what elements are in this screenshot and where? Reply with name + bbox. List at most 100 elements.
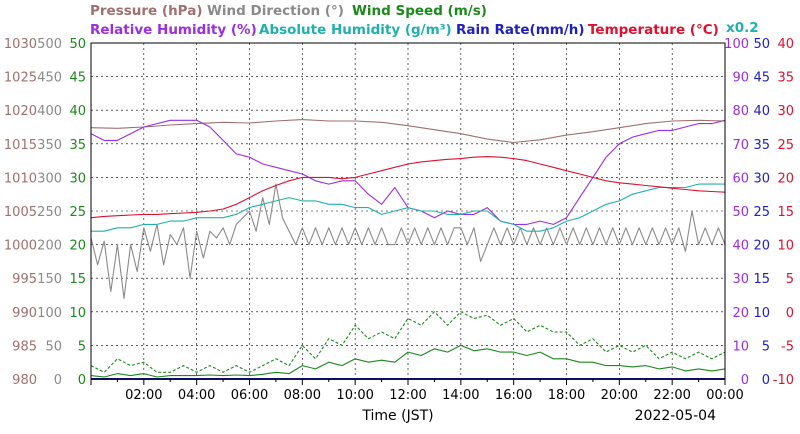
y-tick-label-temperature: 40: [777, 37, 794, 52]
y-tick-label-temperature: 30: [777, 104, 794, 119]
legend-wind-direction: Wind Direction (°): [207, 3, 344, 19]
y-tick-label-rain_rate: 40: [753, 104, 770, 119]
y-tick-label-wind_direction: 250: [37, 205, 62, 220]
legend-bottom: Relative Humidity (%) Absolute Humidity …: [90, 20, 759, 38]
y-tick-label-rain_rate: 50: [753, 37, 770, 52]
legend-relative-humidity: Relative Humidity (%): [90, 22, 257, 38]
y-tick-label-humidity: 70: [732, 138, 749, 153]
y-tick-label-rain_rate: 0: [762, 373, 770, 388]
y-tick-label-temperature: -10: [773, 373, 794, 388]
y-tick-label-wind_speed: 35: [69, 138, 86, 153]
y-tick-label-pressure: 1010: [4, 171, 37, 186]
y-tick-label-pressure: 1020: [4, 104, 37, 119]
y-tick-label-temperature: -5: [781, 339, 794, 354]
x-axis: 02:00 04:00 06:00 08:00 10:00 12:00 14:00 16:00…: [90, 379, 744, 403]
y-tick-label-wind_speed: 50: [69, 37, 86, 52]
x-tick-label: 16:00: [495, 388, 532, 403]
y-tick-label-wind_direction: 450: [37, 71, 62, 86]
x-tick-label: 20:00: [601, 388, 638, 403]
y-tick-label-wind_speed: 30: [69, 171, 86, 186]
y-tick-label-wind_direction: 300: [37, 171, 62, 186]
y-tick-label-temperature: 0: [786, 306, 794, 321]
x-tick-label: 00:00: [706, 388, 743, 403]
legend-absolute-humidity: Absolute Humidity (g/m³): [259, 22, 452, 38]
y-tick-label-rain_rate: 20: [753, 239, 770, 254]
grid: [91, 43, 725, 379]
y-tick-label-pressure: 1030: [4, 37, 37, 52]
y-tick-label-wind_speed: 10: [69, 306, 86, 321]
legend-pressure: Pressure (hPa): [90, 3, 203, 19]
y-tick-label-wind_speed: 25: [69, 205, 86, 220]
y-tick-label-wind_speed: 0: [78, 373, 86, 388]
y-tick-label-humidity: 20: [732, 306, 749, 321]
series-line-temperature: [90, 156, 726, 219]
series-line-pressure: [90, 119, 726, 144]
y-tick-label-wind_direction: 500: [37, 37, 62, 52]
y-tick-label-wind_speed: 5: [78, 339, 86, 354]
y-tick-label-humidity: 40: [732, 239, 749, 254]
y-tick-label-wind_direction: 100: [37, 306, 62, 321]
y-tick-label-pressure: 980: [12, 373, 37, 388]
x-axis-label: Time (JST): [361, 408, 433, 424]
chart-date: 2022-05-04: [635, 408, 716, 424]
y-tick-label-pressure: 1025: [4, 71, 37, 86]
y-tick-label-wind_direction: 200: [37, 239, 62, 254]
y-tick-label-temperature: 5: [786, 272, 794, 287]
series-line-absolute-humidity: [91, 183, 725, 232]
y-axes: 1030102510201015101010051000995990985980…: [4, 37, 794, 388]
y-tick-label-pressure: 990: [12, 306, 37, 321]
y-tick-label-humidity: 80: [732, 104, 749, 119]
y-tick-label-wind_speed: 15: [69, 272, 86, 287]
y-tick-label-wind_direction: 400: [37, 104, 62, 119]
x-tick-label: 02:00: [125, 388, 162, 403]
y-tick-label-rain_rate: 15: [753, 272, 770, 287]
y-tick-label-humidity: 90: [732, 71, 749, 86]
y-tick-label-temperature: 25: [777, 138, 794, 153]
x-tick-label: 06:00: [231, 388, 268, 403]
y-tick-label-pressure: 985: [12, 339, 37, 354]
y-tick-label-pressure: 1000: [4, 239, 37, 254]
y-tick-label-rain_rate: 10: [753, 306, 770, 321]
y-tick-label-rain_rate: 5: [762, 339, 770, 354]
x-tick-label: 08:00: [284, 388, 321, 403]
y-tick-label-humidity: 60: [732, 171, 749, 186]
y-tick-label-wind_direction: 50: [45, 339, 62, 354]
legend-temperature: Temperature (°C): [588, 22, 719, 38]
y-tick-label-pressure: 995: [12, 272, 37, 287]
scale-note: x0.2: [726, 20, 759, 36]
y-tick-label-wind_direction: 350: [37, 138, 62, 153]
legend-wind-speed: Wind Speed (m/s): [352, 3, 487, 19]
x-tick-label: 10:00: [336, 388, 373, 403]
y-tick-label-humidity: 10: [732, 339, 749, 354]
series-line-wind-direction: [90, 183, 726, 299]
y-tick-label-wind_speed: 45: [69, 71, 86, 86]
y-tick-label-temperature: 10: [777, 239, 794, 254]
series-line-wind-speed-max: [90, 311, 726, 373]
y-tick-label-humidity: 100: [724, 37, 749, 52]
legend-rain-rate: Rain Rate(mm/h): [456, 22, 585, 38]
x-tick-label: 12:00: [389, 388, 426, 403]
x-tick-label: 18:00: [548, 388, 585, 403]
y-tick-label-wind_direction: 0: [54, 373, 62, 388]
y-tick-label-temperature: 15: [777, 205, 794, 220]
y-tick-label-wind_speed: 20: [69, 239, 86, 254]
legend-top: Pressure (hPa) Wind Direction (°) Wind S…: [90, 3, 487, 19]
y-tick-label-humidity: 0: [741, 373, 749, 388]
x-tick-label: 04:00: [178, 388, 215, 403]
y-tick-label-humidity: 30: [732, 272, 749, 287]
y-tick-label-rain_rate: 35: [753, 138, 770, 153]
y-tick-label-temperature: 35: [777, 71, 794, 86]
y-tick-label-rain_rate: 45: [753, 71, 770, 86]
y-tick-label-humidity: 50: [732, 205, 749, 220]
x-tick-label: 14:00: [442, 388, 479, 403]
y-tick-label-rain_rate: 30: [753, 171, 770, 186]
y-tick-label-temperature: 20: [777, 171, 794, 186]
series-line-wind-speed-avg: [90, 344, 726, 378]
y-tick-label-rain_rate: 25: [753, 205, 770, 220]
y-tick-label-pressure: 1015: [4, 138, 37, 153]
y-tick-label-wind_speed: 40: [69, 104, 86, 119]
y-tick-label-wind_direction: 150: [37, 272, 62, 287]
y-tick-label-pressure: 1005: [4, 205, 37, 220]
x-tick-label: 22:00: [653, 388, 690, 403]
